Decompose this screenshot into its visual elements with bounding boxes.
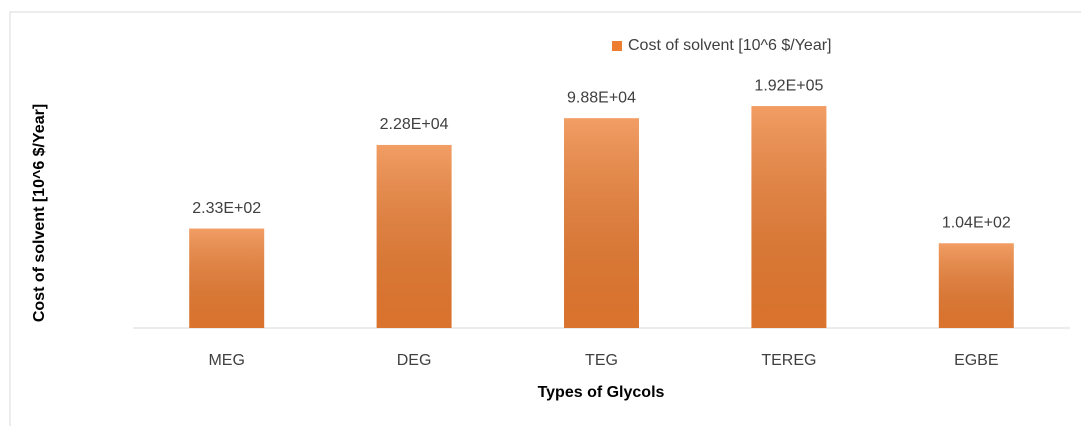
x-tick-label: EGBE <box>954 352 998 369</box>
data-label: 2.33E+02 <box>192 200 261 217</box>
x-tick-label: MEG <box>208 352 244 369</box>
data-label: 2.28E+04 <box>380 116 449 133</box>
data-label: 1.04E+02 <box>942 215 1011 232</box>
data-label: 1.92E+05 <box>754 77 823 94</box>
legend-swatch <box>612 41 622 51</box>
x-tick-label: TEG <box>585 352 618 369</box>
x-axis-title: Types of Glycols <box>538 384 665 401</box>
bar-shade <box>751 106 827 328</box>
bar-shade <box>376 144 452 328</box>
x-tick-label: TEREG <box>761 352 816 369</box>
y-axis-title: Cost of solvent [10^6 $/Year] <box>31 104 48 322</box>
bar-shade <box>564 118 639 328</box>
bar-shade <box>189 228 265 328</box>
x-tick-label: DEG <box>397 352 432 369</box>
chart-frame <box>9 11 1081 426</box>
data-label: 9.88E+04 <box>567 89 636 106</box>
legend-label: Cost of solvent [10^6 $/Year] <box>628 37 831 54</box>
bar-shade <box>938 243 1014 328</box>
